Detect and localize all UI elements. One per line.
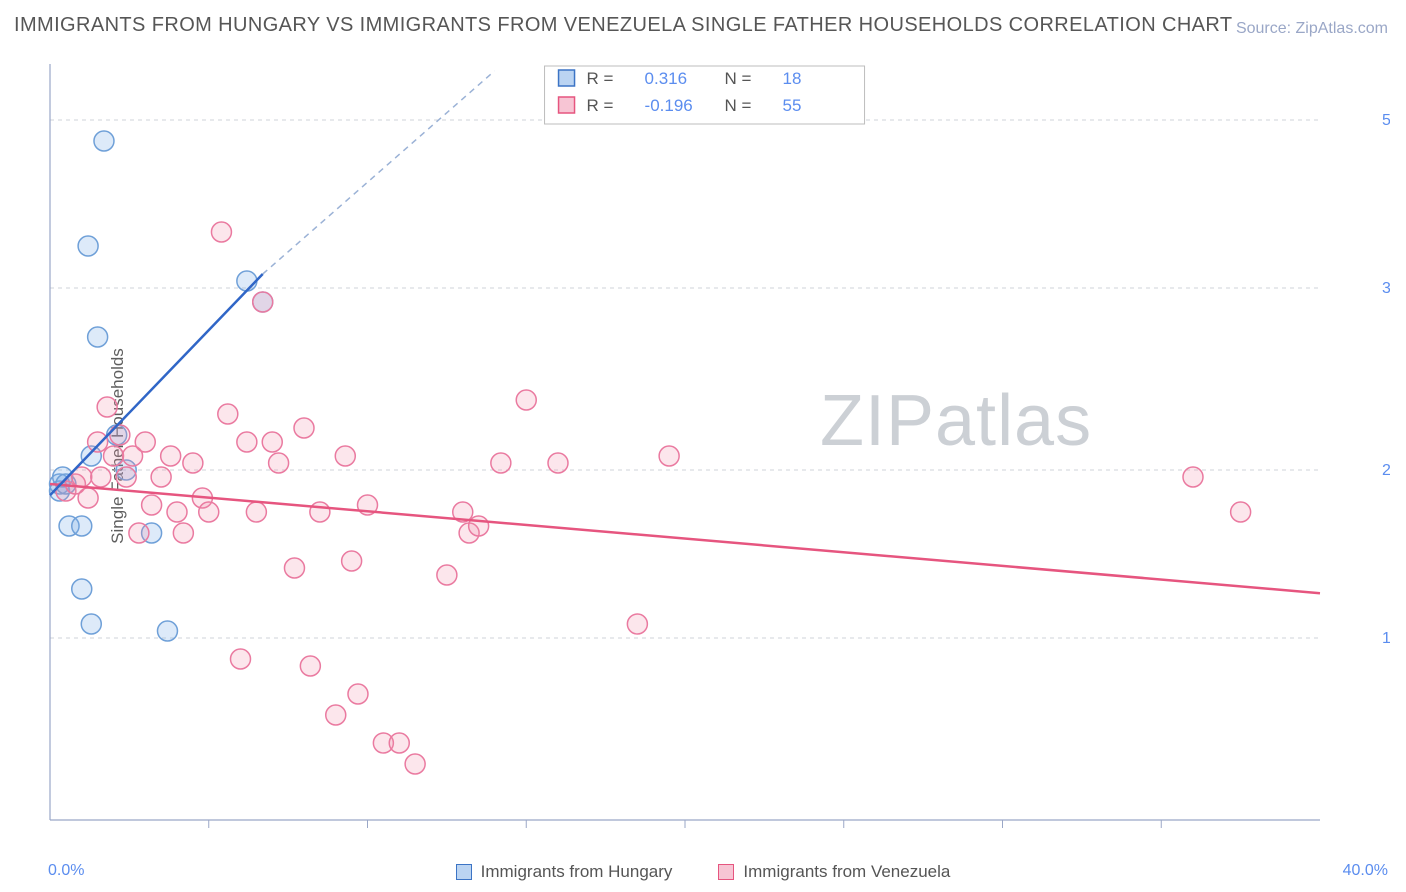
svg-text:0.316: 0.316	[645, 69, 688, 88]
svg-text:18: 18	[783, 69, 802, 88]
svg-text:1.3%: 1.3%	[1382, 630, 1390, 647]
svg-text:-0.196: -0.196	[645, 96, 693, 115]
bottom-legend: Immigrants from Hungary Immigrants from …	[0, 862, 1406, 882]
swatch-pink-icon	[718, 864, 734, 880]
svg-text:R =: R =	[587, 96, 614, 115]
source-attribution: Source: ZipAtlas.com	[1236, 20, 1388, 38]
svg-text:N =: N =	[725, 69, 752, 88]
legend-item-hungary: Immigrants from Hungary	[456, 862, 673, 882]
legend-label: Immigrants from Hungary	[481, 862, 673, 882]
plot-svg: 1.3% 2.5% 3.8% 5.0% R = 0.316 N = 18 R = -0.196 N …	[48, 58, 1390, 842]
legend-label: Immigrants from Venezuela	[743, 862, 950, 882]
svg-text:N =: N =	[725, 96, 752, 115]
scatter-plot: 1.3% 2.5% 3.8% 5.0% R = 0.316 N = 18 R = -0.196 N …	[48, 58, 1390, 842]
svg-text:2.5%: 2.5%	[1382, 462, 1390, 479]
chart-title: IMMIGRANTS FROM HUNGARY VS IMMIGRANTS FR…	[14, 14, 1233, 37]
swatch-blue-icon	[456, 864, 472, 880]
svg-text:R =: R =	[587, 69, 614, 88]
svg-text:3.8%: 3.8%	[1382, 280, 1390, 297]
svg-text:55: 55	[783, 96, 802, 115]
legend-item-venezuela: Immigrants from Venezuela	[718, 862, 950, 882]
svg-text:5.0%: 5.0%	[1382, 112, 1390, 129]
